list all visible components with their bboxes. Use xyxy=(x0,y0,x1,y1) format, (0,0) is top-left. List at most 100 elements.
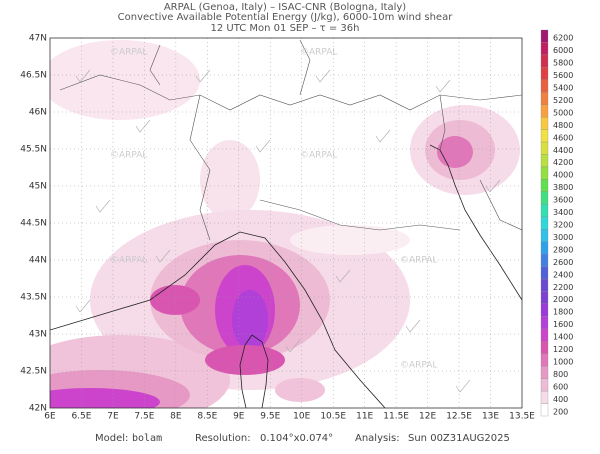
colorbar-label: 1800 xyxy=(553,308,573,317)
colorbar-label: 1000 xyxy=(553,357,573,366)
colorbar-swatch xyxy=(540,129,549,143)
watermark: ©ARPAL xyxy=(400,361,437,371)
colorbar-swatch xyxy=(540,104,549,118)
colorbar-label: 5000 xyxy=(553,108,573,117)
map: ©ARPAL ©ARPAL ©ARPAL ©ARPAL ©ARPAL ©ARPA… xyxy=(49,37,523,409)
colorbar-swatch xyxy=(540,79,549,93)
watermark: ©ARPAL xyxy=(300,151,337,161)
watermark: ©ARPAL xyxy=(400,256,437,266)
colorbar-label: 2600 xyxy=(553,258,573,267)
colorbar-swatch xyxy=(540,278,549,292)
watermark: ©ARPAL xyxy=(110,256,147,266)
colorbar-swatch xyxy=(540,303,549,317)
lat-label: 42N xyxy=(29,404,47,414)
colorbar-label: 4000 xyxy=(553,171,573,180)
lat-label: 46N xyxy=(29,108,47,118)
colorbar-swatch xyxy=(540,154,549,168)
watermark: ©ARPAL xyxy=(300,48,337,58)
lon-label: 12E xyxy=(419,412,436,422)
lat-label: 44.5N xyxy=(20,219,47,229)
header-line: Convective Available Potential Energy (J… xyxy=(118,12,454,23)
lon-label: 6.5E xyxy=(71,412,91,422)
colorbar-label: 2400 xyxy=(553,270,573,279)
colorbar-label: 1200 xyxy=(553,345,573,354)
colorbar-label: 5800 xyxy=(553,59,573,68)
colorbar-label: 1600 xyxy=(553,320,573,329)
colorbar-label: 4800 xyxy=(553,121,573,130)
colorbar-swatch xyxy=(540,29,549,43)
colorbar-label: 800 xyxy=(553,370,568,379)
colorbar-swatch xyxy=(540,291,549,305)
cape-field xyxy=(50,40,520,408)
lat-label: 42.5N xyxy=(20,367,47,377)
lat-label: 43.5N xyxy=(20,293,47,303)
colorbar-label: 6200 xyxy=(553,34,573,43)
colorbar-label: 200 xyxy=(553,407,568,416)
lon-label: 6E xyxy=(44,412,56,422)
colorbar-label: 2000 xyxy=(553,295,573,304)
colorbar-swatch xyxy=(540,179,549,193)
lon-label: 9.5E xyxy=(260,412,280,422)
colorbar-swatch xyxy=(540,92,549,105)
footer-value: Sun 00Z31AUG2025 xyxy=(408,433,510,444)
colorbar-swatch xyxy=(540,266,549,280)
colorbar-label: 5400 xyxy=(553,84,573,93)
colorbar-swatch xyxy=(540,378,549,392)
colorbar-swatch xyxy=(540,316,549,329)
coastlines xyxy=(50,39,522,408)
colorbar-label: 4200 xyxy=(553,158,573,167)
lat-label: 45N xyxy=(29,182,47,192)
colorbar-swatch xyxy=(540,328,549,342)
lat-label: 44N xyxy=(29,256,47,266)
colorbar-label: 2200 xyxy=(553,283,573,292)
lon-label: 8E xyxy=(170,412,182,422)
colorbar-swatch xyxy=(540,67,549,80)
colorbar-label: 3200 xyxy=(553,221,573,230)
lon-label: 7E xyxy=(107,412,119,422)
colorbar-swatch xyxy=(540,204,549,217)
lon-label: 12.5E xyxy=(446,412,472,422)
header-line: ARPAL (Genoa, Italy) – ISAC-CNR (Bologna… xyxy=(164,2,406,13)
lon-label: 9E xyxy=(233,412,245,422)
colorbar-label: 2800 xyxy=(553,245,573,254)
colorbar-swatch xyxy=(540,191,549,205)
colorbar-swatch xyxy=(540,390,549,404)
lon-label: 11E xyxy=(356,412,373,422)
colorbar-swatch xyxy=(540,117,549,130)
colorbar-label: 4400 xyxy=(553,146,573,155)
lon-label: 7.5E xyxy=(134,412,154,422)
colorbar-swatch xyxy=(540,42,549,56)
graticule xyxy=(50,38,522,408)
footer-value: 0.104°x0.074° xyxy=(260,433,333,444)
colorbar-label: 3600 xyxy=(553,196,573,205)
lat-label: 47N xyxy=(29,34,47,44)
lon-label: 13.5E xyxy=(509,412,535,422)
colorbar-label: 1400 xyxy=(553,333,573,342)
colorbar-swatch xyxy=(540,216,549,230)
lon-label: 11.5E xyxy=(383,412,409,422)
watermark: ©ARPAL xyxy=(110,151,147,161)
colorbar-swatch xyxy=(540,141,549,155)
colorbar: 6200 6000 5800 5600 5400 5200 5000 4800 4600 4400… xyxy=(540,29,573,417)
lon-label: 10E xyxy=(293,412,310,422)
lon-label: 10.5E xyxy=(320,412,346,422)
colorbar-swatch xyxy=(540,403,549,417)
colorbar-swatch xyxy=(540,54,549,68)
lat-label: 43N xyxy=(29,330,47,340)
colorbar-label: 3000 xyxy=(553,233,573,242)
lat-label: 45.5N xyxy=(20,145,47,155)
header-line: 12 UTC Mon 01 SEP – τ = 36h xyxy=(211,23,360,34)
colorbar-label: 6000 xyxy=(553,46,573,55)
colorbar-swatch xyxy=(540,253,549,267)
colorbar-swatch xyxy=(540,366,549,379)
colorbar-swatch xyxy=(540,241,549,255)
footer-label: Model: xyxy=(95,433,128,444)
colorbar-label: 3800 xyxy=(553,183,573,192)
colorbar-label: 400 xyxy=(553,395,568,404)
colorbar-label: 5200 xyxy=(553,96,573,105)
colorbar-label: 5600 xyxy=(553,71,573,80)
colorbar-label: 600 xyxy=(553,382,568,391)
lon-label: 8.5E xyxy=(197,412,217,422)
wind-barbs xyxy=(75,69,501,393)
